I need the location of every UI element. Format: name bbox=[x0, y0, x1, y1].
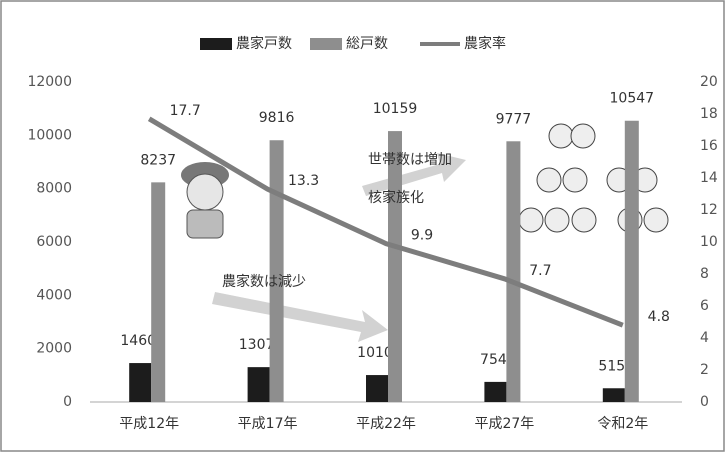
x-tick-label: 令和2年 bbox=[597, 416, 648, 432]
y2-tick-label: 8 bbox=[700, 266, 709, 282]
line-value-label: 17.7 bbox=[170, 103, 201, 119]
legend-swatch bbox=[200, 38, 232, 50]
page: 0 2000 4000 6000 8000 10000 12000 0 2 4 6 8 10 12 14 16… bbox=[0, 0, 725, 452]
x-tick-label: 平成12年 bbox=[119, 416, 179, 432]
face bbox=[187, 174, 223, 210]
bar bbox=[506, 141, 520, 402]
bar bbox=[270, 140, 284, 402]
legend-label: 農家率 bbox=[464, 35, 506, 52]
body bbox=[187, 210, 223, 238]
y2-tick-label: 16 bbox=[700, 138, 718, 154]
frame bbox=[1, 1, 724, 451]
bar bbox=[129, 363, 151, 402]
bar bbox=[248, 367, 270, 402]
bar bbox=[151, 182, 165, 402]
value-label: 1460 bbox=[120, 333, 156, 349]
line-value-label: 13.3 bbox=[288, 173, 319, 189]
bar bbox=[625, 121, 639, 402]
line-value-label: 9.9 bbox=[411, 228, 433, 244]
line-value-label: 4.8 bbox=[648, 309, 670, 325]
bar bbox=[484, 382, 506, 402]
y-tick-label: 2000 bbox=[36, 341, 72, 357]
y2-tick-label: 20 bbox=[700, 74, 718, 90]
bar bbox=[603, 388, 625, 402]
y-tick-label: 8000 bbox=[36, 181, 72, 197]
chart: 0 2000 4000 6000 8000 10000 12000 0 2 4 6 8 10 12 14 16… bbox=[0, 0, 725, 452]
y2-tick-label: 18 bbox=[700, 106, 718, 122]
y-tick-label: 0 bbox=[63, 394, 72, 410]
bar bbox=[388, 131, 402, 402]
y-tick-label: 6000 bbox=[36, 234, 72, 250]
line-value-label: 7.7 bbox=[529, 263, 551, 279]
value-label: 8237 bbox=[140, 152, 176, 168]
value-label: 515 bbox=[598, 358, 625, 374]
value-label: 9816 bbox=[259, 110, 295, 126]
value-label: 10159 bbox=[373, 101, 418, 117]
x-tick-label: 平成27年 bbox=[474, 416, 534, 432]
x-tick-label: 平成22年 bbox=[356, 416, 416, 432]
y-tick-label: 10000 bbox=[27, 127, 72, 143]
annotation: 核家族化 bbox=[368, 189, 424, 206]
y-tick-label: 4000 bbox=[36, 287, 72, 303]
value-label: 1010 bbox=[357, 345, 393, 361]
annotation: 世帯数は増加 bbox=[368, 152, 452, 168]
legend-swatch bbox=[310, 38, 342, 50]
legend-label: 総戸数 bbox=[346, 36, 388, 52]
value-label: 754 bbox=[480, 352, 507, 368]
x-tick-label: 平成17年 bbox=[238, 416, 298, 432]
value-label: 10547 bbox=[610, 91, 655, 107]
y2-tick-label: 10 bbox=[700, 234, 718, 250]
y2-tick-label: 6 bbox=[700, 298, 709, 314]
y2-tick-label: 2 bbox=[700, 362, 709, 378]
legend-label: 農家戸数 bbox=[236, 35, 292, 52]
y2-tick-label: 14 bbox=[700, 170, 718, 186]
annotation: 農家数は減少 bbox=[222, 273, 306, 290]
value-label: 9777 bbox=[496, 111, 532, 127]
y2-tick-label: 4 bbox=[700, 330, 709, 346]
value-label: 1307 bbox=[239, 337, 275, 353]
y2-tick-label: 0 bbox=[700, 394, 709, 410]
y-tick-label: 12000 bbox=[27, 74, 72, 90]
bar bbox=[366, 375, 388, 402]
y2-tick-label: 12 bbox=[700, 202, 718, 218]
